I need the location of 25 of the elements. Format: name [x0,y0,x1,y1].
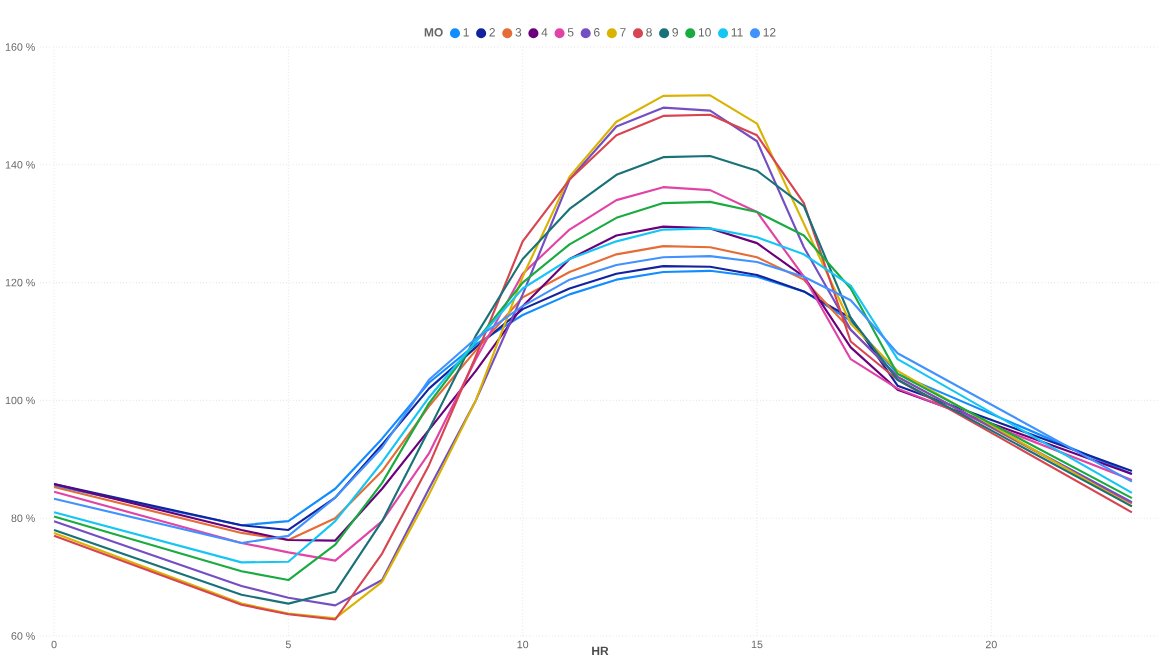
y-tick-label: 80 % [11,514,35,522]
legend-label: 4 [541,28,548,37]
y-tick-label: 160 % [5,43,35,51]
y-tick-label: 100 % [5,396,35,405]
legend-label: 9 [672,28,678,37]
legend-label: 10 [698,28,711,37]
x-tick-label: 20 [985,640,997,649]
x-tick-label: 0 [51,640,57,649]
legend-label: 7 [620,28,626,37]
legend-title: MO [424,28,443,37]
legend-label: 2 [489,28,495,37]
legend-label: 5 [567,28,574,37]
y-tick-label: 140 % [5,161,35,169]
legend-label: 11 [731,28,743,37]
legend-label: 12 [763,28,776,37]
legend-label: 8 [646,28,652,37]
legend-label: 3 [515,28,522,37]
x-tick-label: 5 [285,640,291,649]
y-tick-label: 60 % [11,632,35,640]
x-tick-label: 10 [517,640,529,649]
legend-label: 1 [463,28,469,37]
legend-label: 6 [594,28,600,37]
y-tick-label: 120 % [5,278,35,287]
x-axis-title: HR [592,646,609,656]
x-tick-label: 15 [751,640,763,649]
